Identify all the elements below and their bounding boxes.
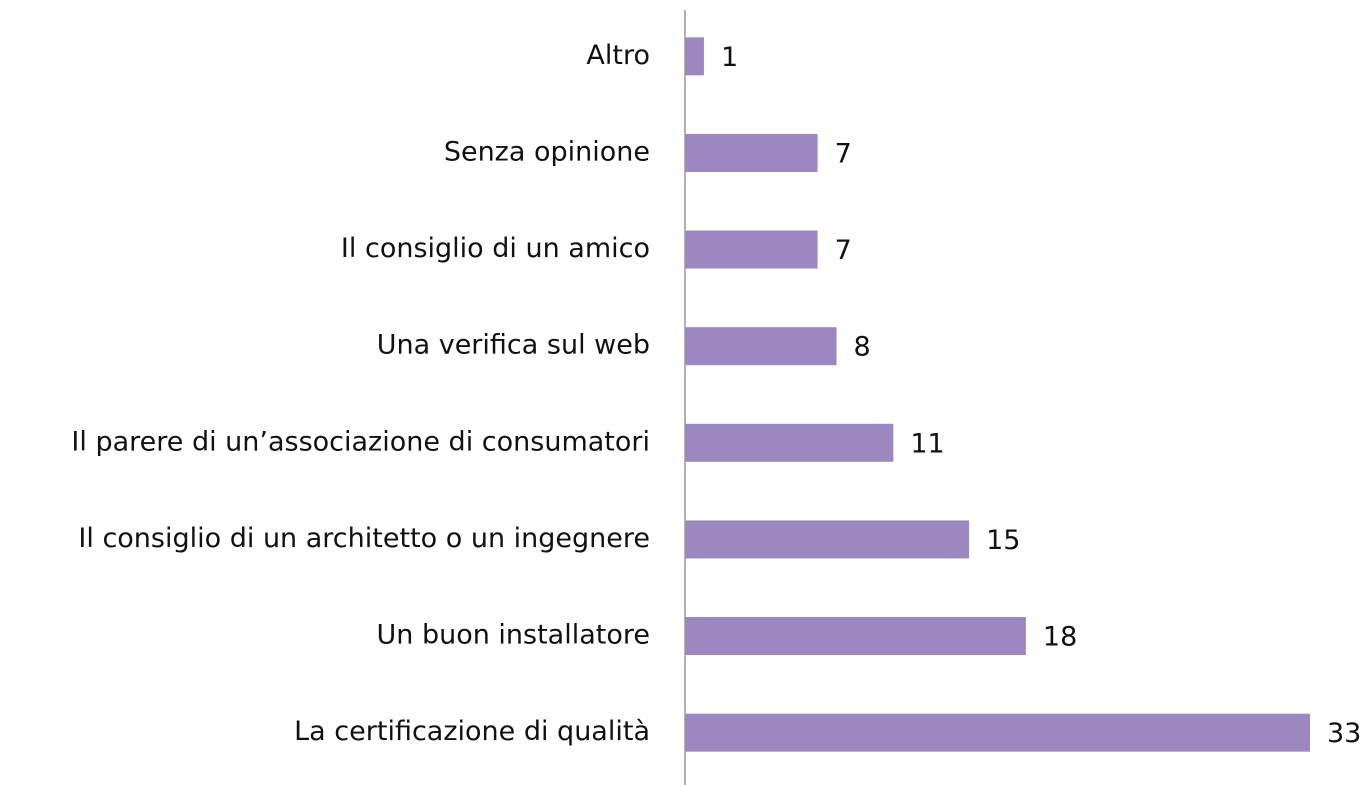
y-tick-label: Il parere di un’associazione di consumat… xyxy=(71,426,650,457)
data-label: 33 xyxy=(1327,718,1361,749)
data-label: 7 xyxy=(835,138,852,169)
bar xyxy=(685,327,837,366)
y-tick-label: Senza opinione xyxy=(444,136,650,167)
y-tick-label: La certificazione di qualità xyxy=(294,716,650,747)
bar xyxy=(685,423,894,462)
y-tick-label: Un buon installatore xyxy=(376,620,650,651)
bar xyxy=(685,230,818,269)
bar xyxy=(685,713,1310,752)
bar xyxy=(685,37,704,76)
bar xyxy=(685,133,818,172)
data-label: 11 xyxy=(910,428,944,459)
data-label: 18 xyxy=(1043,622,1077,653)
data-label: 1 xyxy=(721,42,738,73)
y-tick-label: Una verifica sul web xyxy=(377,330,650,361)
data-label: 15 xyxy=(986,525,1020,556)
y-tick-label: Il consiglio di un amico xyxy=(341,233,650,264)
data-label: 8 xyxy=(854,332,871,363)
data-label: 7 xyxy=(835,235,852,266)
y-tick-label: Il consiglio di un architetto o un ingeg… xyxy=(78,523,650,554)
y-tick-label: Altro xyxy=(586,40,650,71)
bar xyxy=(685,617,1026,656)
bar xyxy=(685,520,970,559)
